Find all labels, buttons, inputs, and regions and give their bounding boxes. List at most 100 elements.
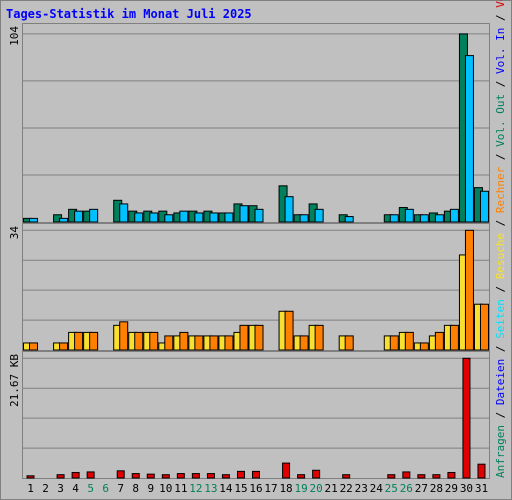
- bar-dateien-day-5: [89, 208, 99, 223]
- bar-rechner-day-11: [179, 331, 189, 351]
- bar-rechner-day-15: [239, 324, 249, 351]
- x-tick-label: 2: [42, 482, 49, 495]
- bar-rechner-day-14: [224, 335, 234, 351]
- legend-item: Vol. In: [494, 28, 507, 81]
- legend-item: Anfragen: [494, 425, 507, 478]
- bar-dateien-day-19: [299, 214, 309, 223]
- panel-hits: 104: [8, 23, 490, 223]
- bar-dateien-day-8: [134, 212, 144, 223]
- bar-volumen-day-9: [146, 473, 155, 479]
- bar-volumen-day-22: [342, 474, 351, 479]
- bar-dateien-day-27: [419, 214, 429, 223]
- bar-volumen-day-18: [282, 462, 291, 479]
- bar-dateien-day-29: [449, 208, 459, 223]
- x-tick-label: 30: [460, 482, 473, 495]
- bar-volumen-day-19: [297, 474, 306, 479]
- bar-volumen-day-20: [312, 469, 321, 479]
- legend-item: Seiten: [494, 299, 507, 345]
- bar-dateien-day-7: [119, 203, 129, 223]
- bar-volumen-day-3: [56, 474, 65, 479]
- x-tick-label: 8: [132, 482, 139, 495]
- x-tick-label: 21: [325, 482, 338, 495]
- x-tick-label: 25: [385, 482, 398, 495]
- bar-dateien-day-20: [314, 208, 324, 223]
- legend-item: /: [494, 412, 507, 425]
- x-tick-label: 7: [117, 482, 124, 495]
- chart-title: Tages-Statistik im Monat Juli 2025: [6, 7, 252, 21]
- bar-rechner-day-16: [254, 324, 264, 351]
- bar-rechner-day-12: [194, 335, 204, 351]
- bar-volumen-day-12: [191, 473, 200, 479]
- bar-rechner-day-19: [299, 335, 309, 351]
- panel-frame: [22, 23, 490, 223]
- legend-item: /: [494, 286, 507, 299]
- x-tick-label: 27: [415, 482, 428, 495]
- x-tick-label: 14: [219, 482, 233, 495]
- y-max-label: 104: [8, 26, 21, 46]
- x-tick-label: 11: [174, 482, 187, 495]
- legend-item: /: [494, 81, 507, 94]
- x-tick-label: 6: [102, 482, 109, 495]
- x-tick-label: 22: [340, 482, 353, 495]
- bar-dateien-day-25: [389, 214, 399, 223]
- bar-rechner-day-5: [89, 331, 99, 351]
- bar-rechner-day-9: [149, 331, 159, 351]
- bar-volumen-day-28: [432, 474, 441, 479]
- bar-volumen-day-26: [402, 471, 411, 479]
- bar-dateien-day-11: [179, 210, 189, 223]
- bar-dateien-day-1: [29, 217, 39, 223]
- bar-dateien-day-4: [74, 210, 84, 223]
- bar-rechner-day-31: [479, 303, 489, 351]
- bar-volumen-day-13: [206, 473, 215, 479]
- legend-item: Volumen: [494, 0, 507, 14]
- chart-panels: 104 34 21.67 KB: [8, 23, 490, 479]
- x-tick-label: 26: [400, 482, 413, 495]
- bar-dateien-day-10: [164, 214, 174, 223]
- bar-volumen-day-8: [131, 473, 140, 479]
- x-tick-label: 9: [147, 482, 154, 495]
- bar-dateien-day-14: [224, 212, 234, 223]
- y-max-label: 21.67 KB: [8, 354, 21, 407]
- bar-dateien-day-30: [464, 55, 474, 223]
- x-tick-label: 28: [430, 482, 443, 495]
- panel-visits: 34: [8, 223, 490, 351]
- chart-legend: Anfragen / Dateien / Seiten / Besuche / …: [494, 0, 507, 478]
- bar-rechner-day-8: [134, 331, 144, 351]
- bar-rechner-day-18: [284, 310, 294, 351]
- bar-volumen-day-10: [161, 474, 170, 479]
- legend-item: /: [494, 346, 507, 359]
- x-tick-label: 17: [264, 482, 277, 495]
- x-tick-label: 13: [204, 482, 217, 495]
- bar-dateien-day-12: [194, 212, 204, 223]
- bar-dateien-day-22: [344, 216, 354, 223]
- legend-item: Dateien: [494, 359, 507, 412]
- bar-dateien-day-26: [404, 208, 414, 223]
- bar-rechner-day-29: [449, 324, 459, 351]
- x-tick-label: 16: [249, 482, 262, 495]
- bar-rechner-day-26: [404, 331, 414, 351]
- bar-volumen-day-7: [116, 470, 125, 479]
- bar-rechner-day-4: [74, 331, 84, 351]
- bar-dateien-day-9: [149, 212, 159, 223]
- legend-item: /: [494, 153, 507, 166]
- bar-volumen-day-27: [417, 474, 426, 479]
- legend-item: /: [494, 220, 507, 233]
- bar-rechner-day-30: [464, 229, 474, 351]
- bar-volumen-day-14: [221, 474, 230, 479]
- bar-rechner-day-3: [59, 342, 69, 351]
- bar-rechner-day-13: [209, 335, 219, 351]
- x-tick-label: 12: [189, 482, 202, 495]
- bar-volumen-day-15: [236, 470, 245, 479]
- x-tick-label: 10: [159, 482, 172, 495]
- legend-item: /: [494, 14, 507, 27]
- panel-frame: [22, 351, 490, 479]
- bar-rechner-day-28: [434, 331, 444, 351]
- bar-dateien-day-13: [209, 212, 219, 223]
- x-tick-label: 31: [475, 482, 488, 495]
- bar-rechner-day-25: [389, 335, 399, 351]
- x-tick-label: 23: [355, 482, 368, 495]
- bar-volumen-day-31: [477, 463, 486, 479]
- x-tick-label: 5: [87, 482, 94, 495]
- bar-dateien-day-28: [434, 214, 444, 223]
